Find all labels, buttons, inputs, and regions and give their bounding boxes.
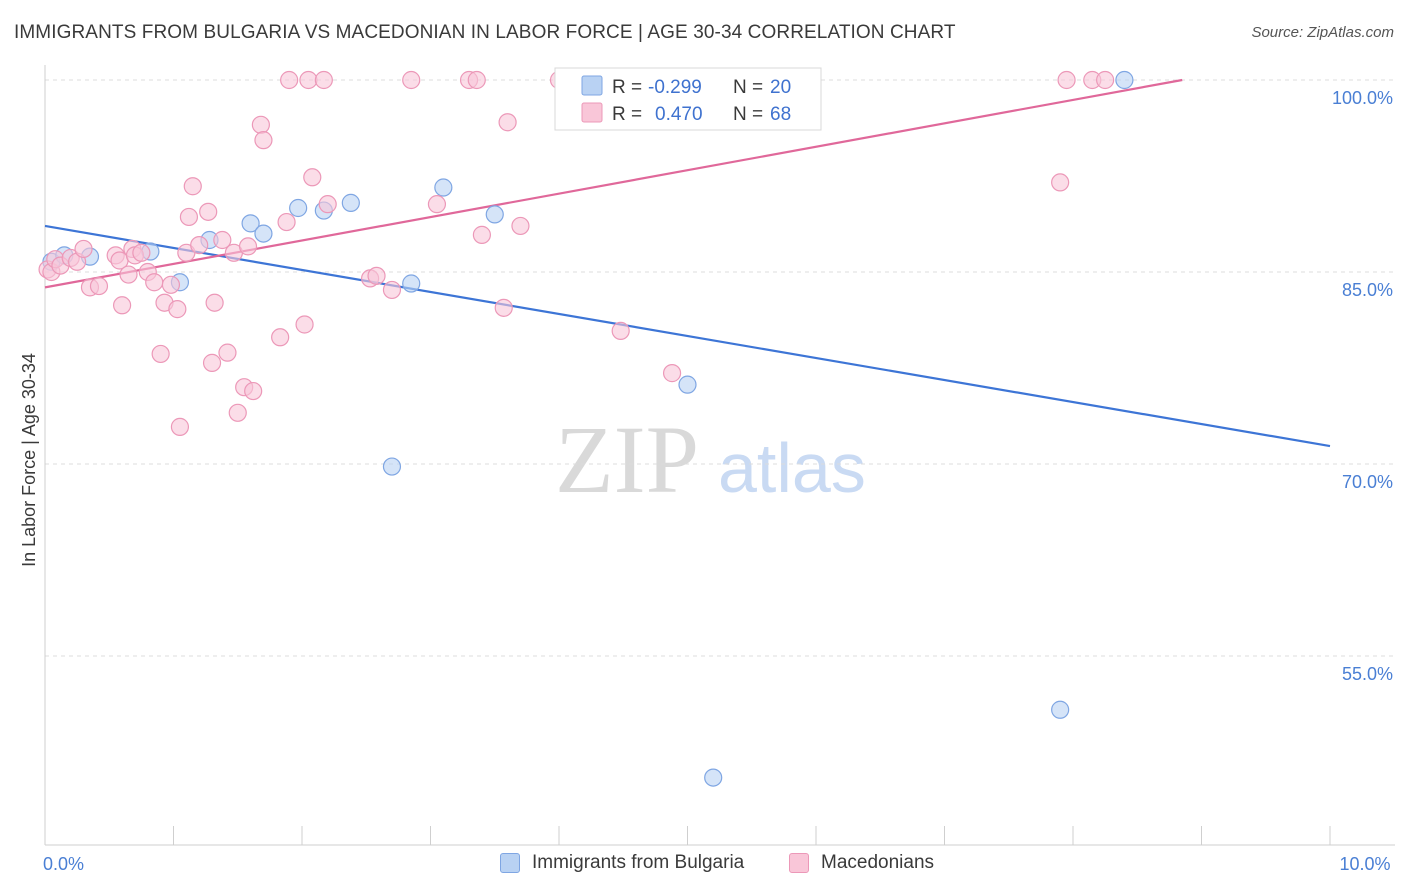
bottom-legend-item-bulgaria: Immigrants from Bulgaria: [500, 852, 744, 874]
chart-title: IMMIGRANTS FROM BULGARIA VS MACEDONIAN I…: [14, 22, 956, 43]
bulgaria-point: [341, 193, 360, 212]
macedonians-point: [213, 230, 232, 250]
bottom-legend-label-bulgaria: Immigrants from Bulgaria: [532, 852, 745, 873]
macedonians-point: [303, 168, 322, 187]
x-tick-labels: 0.0% 10.0%: [43, 854, 1391, 874]
macedonians-point: [318, 195, 337, 214]
axes: [44, 65, 1395, 846]
watermark-atlas: atlas: [718, 429, 866, 507]
legend-r-label-bulgaria: R =: [612, 77, 642, 98]
bulgaria-point: [241, 214, 260, 233]
bulgaria-point: [289, 198, 308, 218]
macedonians-point: [662, 364, 682, 383]
y-tick-label: 100.0%: [1332, 88, 1393, 108]
bottom-legend-swatch-macedonians: [789, 853, 809, 873]
macedonians-point: [277, 212, 296, 232]
macedonians-point: [299, 70, 318, 90]
macedonians-point: [112, 296, 132, 315]
legend-swatch-macedonians: [581, 102, 603, 123]
macedonians-point: [1096, 70, 1115, 90]
macedonians-point: [228, 403, 247, 422]
x-tick-label: 0.0%: [43, 854, 84, 874]
bulgaria-point: [1051, 700, 1070, 719]
bottom-legend-swatch-bulgaria: [500, 853, 520, 873]
y-tick-labels: 100.0% 85.0% 70.0% 55.0%: [1332, 88, 1393, 684]
macedonians-point: [244, 381, 263, 401]
macedonians-point: [467, 70, 486, 90]
bottom-legend-label-macedonians: Macedonians: [821, 852, 935, 873]
bulgaria-point: [254, 224, 273, 243]
bulgaria-point: [402, 274, 421, 293]
macedonians-point: [280, 70, 299, 90]
macedonians-point: [427, 195, 447, 214]
macedonians-point: [1051, 173, 1070, 192]
macedonians-point: [161, 275, 181, 294]
y-tick-label: 55.0%: [1342, 664, 1393, 684]
macedonians-point: [132, 243, 151, 262]
macedonians-point: [295, 315, 314, 334]
bulgaria-point: [382, 457, 402, 476]
macedonians-point: [254, 131, 273, 150]
macedonians-point: [511, 216, 530, 236]
macedonians-point: [89, 276, 109, 296]
macedonians-point: [402, 70, 421, 90]
bulgaria-trendline: [44, 224, 1331, 448]
legend-n-label-bulgaria: N =: [733, 77, 763, 98]
macedonians-point: [199, 202, 218, 221]
macedonians-point: [367, 266, 386, 285]
macedonians-point: [472, 225, 491, 244]
y-tick-label: 85.0%: [1342, 280, 1393, 300]
bulgaria-point: [678, 375, 697, 394]
macedonians-point: [170, 417, 190, 436]
bottom-legend: Immigrants from Bulgaria Macedonians: [0, 852, 1406, 878]
macedonians-point: [1057, 70, 1076, 90]
macedonians-point: [251, 115, 270, 134]
bulgaria-point: [485, 205, 504, 224]
macedonians-point: [74, 239, 93, 259]
x-tick-label: 10.0%: [1339, 854, 1390, 874]
legend-swatch-bulgaria: [581, 75, 603, 96]
macedonians-point: [183, 177, 202, 196]
macedonians-point: [494, 298, 513, 317]
legend-r-value-bulgaria: -0.299: [648, 77, 702, 98]
watermark-zip: ZIP: [555, 406, 699, 513]
source-label: Source: ZipAtlas.com: [1251, 24, 1394, 41]
macedonians-point: [168, 300, 187, 319]
macedonians-point: [179, 207, 199, 227]
macedonians-point: [498, 113, 517, 132]
legend-r-value-macedonians: 0.470: [655, 104, 703, 125]
y-axis-label: In Labor Force | Age 30-34: [19, 353, 39, 567]
bulgaria-point: [434, 178, 453, 197]
bulgaria-point: [1115, 70, 1134, 90]
macedonians-point: [611, 321, 630, 340]
legend-r-label-macedonians: R =: [612, 104, 642, 125]
macedonians-point: [238, 237, 258, 256]
macedonians-point: [382, 280, 402, 300]
legend-n-value-bulgaria: 20: [770, 77, 791, 98]
macedonians-point: [202, 353, 222, 372]
macedonians-point: [271, 328, 290, 347]
macedonians-point: [205, 293, 224, 312]
legend-n-value-macedonians: 68: [770, 104, 791, 125]
macedonians-point: [145, 273, 164, 292]
legend-n-label-macedonians: N =: [733, 104, 763, 125]
macedonians-point: [314, 70, 333, 90]
gridlines: [45, 79, 1395, 657]
bulgaria-point: [704, 768, 723, 787]
macedonians-point: [151, 344, 170, 364]
y-tick-label: 70.0%: [1342, 472, 1393, 492]
bottom-legend-item-macedonians: Macedonians: [789, 852, 934, 874]
macedonians-point: [190, 236, 209, 255]
macedonians-point: [218, 343, 237, 362]
stats-legend: R = -0.299 N = 20 R = 0.470 N = 68: [554, 67, 822, 131]
macedonians-point: [119, 265, 138, 284]
